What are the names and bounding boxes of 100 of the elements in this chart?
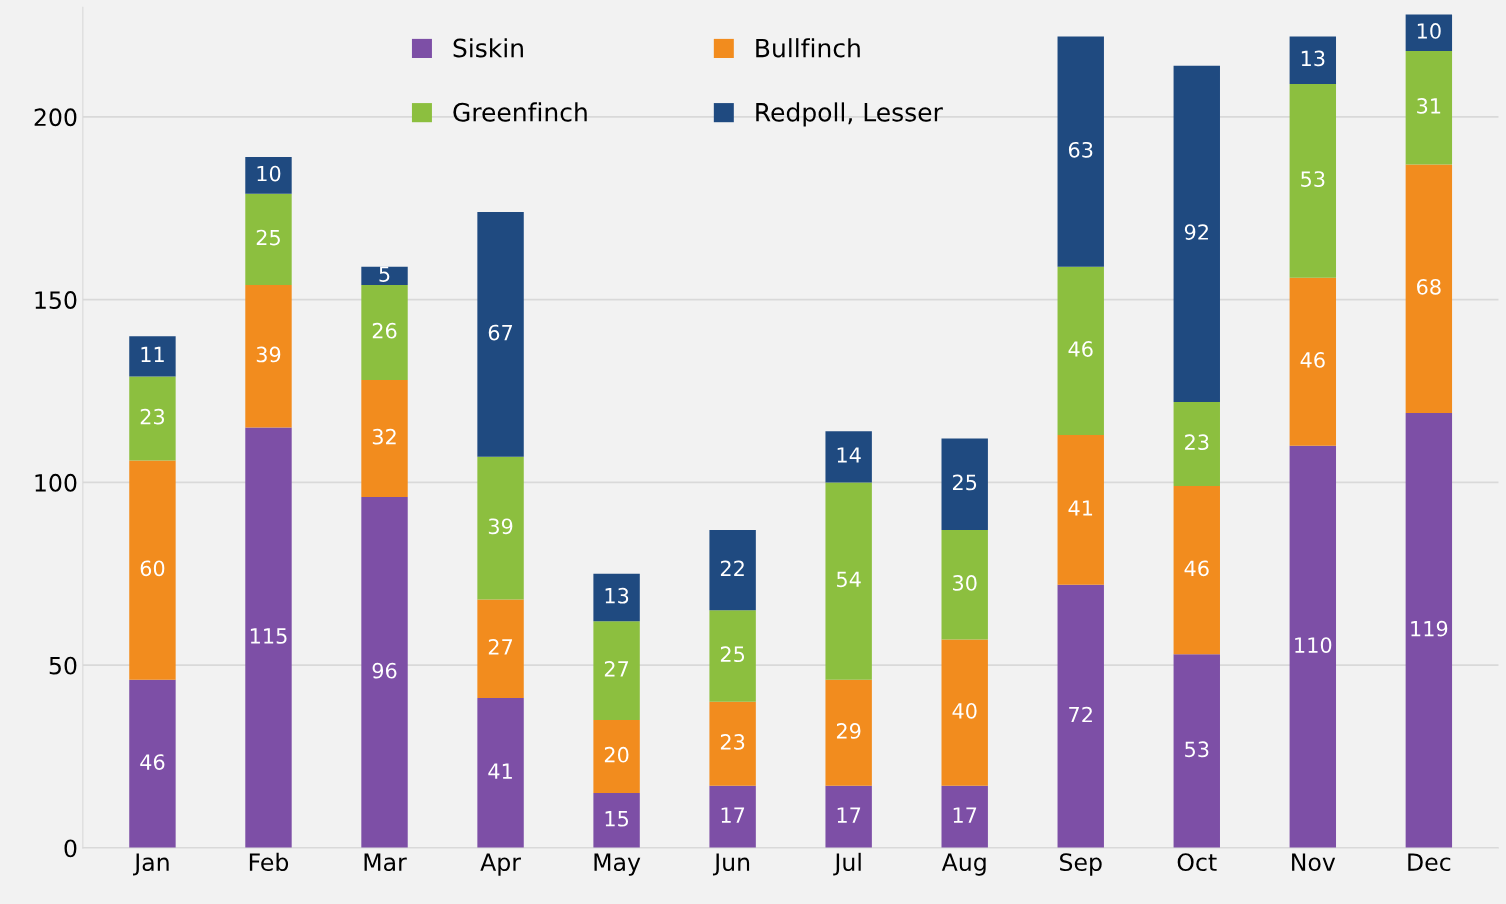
- data-label: 29: [836, 723, 861, 739]
- data-label: 41: [488, 763, 512, 779]
- data-label: 27: [604, 660, 629, 677]
- y-tick-label: 200: [34, 108, 77, 127]
- x-tick-label: Jan: [133, 853, 169, 876]
- y-tick-label: 50: [49, 656, 77, 675]
- bar: [477, 211, 524, 457]
- x-tick-label: Oct: [1177, 853, 1217, 872]
- data-label: 25: [720, 646, 745, 663]
- data-label: 68: [1417, 278, 1441, 295]
- x-tick-label: Jun: [712, 853, 750, 876]
- x-tick-label: May: [594, 853, 641, 876]
- y-tick-label: 0: [64, 839, 77, 858]
- bar: [941, 529, 988, 640]
- legend-label: Redpoll, Lesser: [756, 102, 943, 127]
- data-label: 25: [256, 229, 280, 246]
- data-label: 10: [257, 165, 281, 182]
- bar: [825, 785, 872, 848]
- legend-label: Siskin: [453, 38, 523, 58]
- bar: [129, 460, 176, 680]
- data-label: 53: [1301, 171, 1325, 187]
- bar: [477, 698, 524, 848]
- bar: [1173, 65, 1220, 402]
- data-label: 5: [379, 266, 390, 282]
- bar: [1405, 51, 1453, 165]
- data-label: 63: [1068, 141, 1093, 158]
- bar: [1057, 36, 1104, 267]
- bar: [709, 701, 756, 786]
- data-label: 17: [837, 807, 861, 823]
- data-label: 46: [1068, 341, 1093, 357]
- x-tick-label: Aug: [941, 853, 986, 876]
- data-label: 25: [952, 474, 977, 491]
- data-label: 92: [1184, 224, 1208, 240]
- bar: [1173, 654, 1220, 848]
- bar: [477, 456, 524, 600]
- bar: [593, 621, 640, 721]
- x-tick-label: Dec: [1408, 853, 1451, 872]
- data-label: 22: [720, 560, 744, 576]
- data-label: 46: [1184, 560, 1209, 577]
- data-label: 41: [1068, 500, 1093, 516]
- bar: [593, 720, 640, 794]
- data-label: 13: [605, 587, 629, 604]
- data-label: 11: [141, 346, 164, 363]
- bar: [1173, 402, 1220, 487]
- data-label: 119: [1411, 620, 1448, 637]
- data-label: 40: [952, 702, 977, 719]
- data-label: 54: [837, 571, 861, 588]
- x-tick-label: Nov: [1292, 853, 1336, 872]
- bar: [825, 482, 872, 680]
- legend-label: Bullfinch: [756, 38, 860, 58]
- bar: [129, 336, 176, 377]
- y-tick-label: 150: [35, 291, 77, 309]
- bar: [1289, 277, 1337, 446]
- y-tick-label: 100: [35, 473, 77, 492]
- data-label: 27: [488, 639, 513, 655]
- bar: [361, 285, 408, 381]
- data-label: 20: [604, 746, 629, 763]
- data-label: 30: [953, 575, 977, 591]
- bar: [361, 380, 408, 498]
- bar: [361, 497, 408, 848]
- bar: [709, 529, 756, 611]
- bar: [1405, 14, 1453, 52]
- data-label: 10: [1417, 23, 1441, 39]
- x-tick-label: Mar: [364, 853, 407, 872]
- data-label: 15: [605, 811, 629, 827]
- data-label: 46: [1300, 352, 1325, 368]
- bar: [1057, 584, 1104, 848]
- data-label: 53: [1185, 741, 1209, 758]
- bar: [129, 679, 176, 848]
- x-tick-label: Sep: [1060, 853, 1102, 876]
- bar: [941, 438, 988, 530]
- bar: [245, 285, 292, 428]
- x-tick-label: Apr: [480, 853, 521, 876]
- data-label: 31: [1417, 98, 1441, 114]
- data-label: 17: [953, 807, 977, 823]
- data-label: 60: [140, 560, 165, 577]
- legend-label: Greenfinch: [453, 102, 587, 122]
- bar: [593, 573, 640, 622]
- data-label: 39: [488, 518, 513, 535]
- bar: [361, 266, 408, 286]
- data-label: 17: [721, 807, 745, 823]
- bar: [245, 193, 292, 286]
- bar: [709, 610, 756, 702]
- x-tick-label: Feb: [249, 852, 289, 872]
- bar: [941, 639, 988, 786]
- data-label: 39: [256, 346, 281, 363]
- data-label: 115: [250, 628, 287, 644]
- data-label: 26: [372, 322, 397, 339]
- data-label: 46: [140, 754, 165, 770]
- data-label: 72: [1069, 706, 1092, 723]
- bar: [1173, 486, 1220, 655]
- bar: [129, 376, 176, 461]
- bar: [1405, 412, 1453, 848]
- bar: [1057, 266, 1104, 435]
- data-label: 67: [488, 324, 513, 341]
- data-label: 32: [372, 428, 396, 445]
- bar: [593, 793, 640, 848]
- bar: [709, 785, 756, 848]
- bar: [245, 157, 292, 194]
- data-label: 110: [1295, 637, 1332, 653]
